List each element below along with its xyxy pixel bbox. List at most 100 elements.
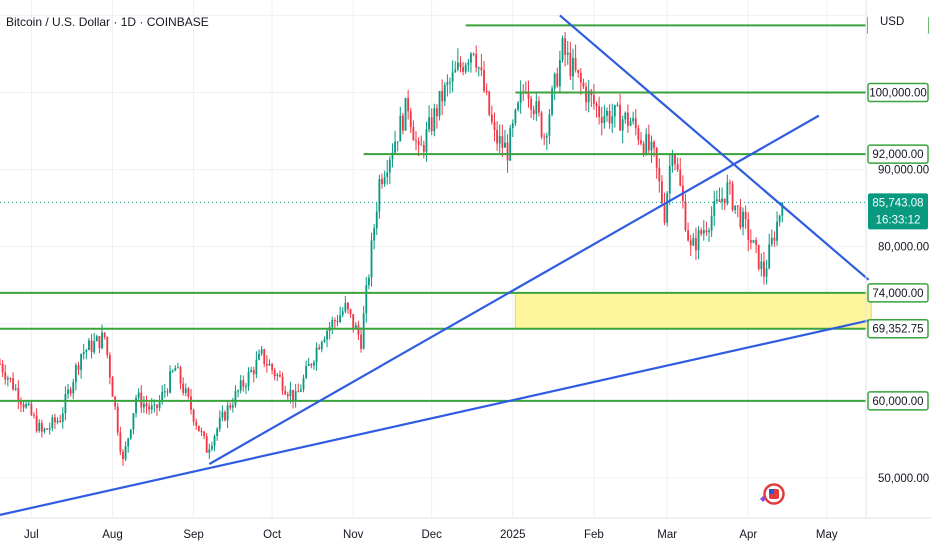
candle-2025-04-13 [778,214,781,227]
candle-2024-11-12 [381,173,383,189]
candle-2025-01-23 [569,41,572,81]
candle-2024-10-23 [328,322,331,340]
chart-title: Bitcoin / U.S. Dollar · 1D · COINBASE [6,15,209,29]
candle-2025-01-24 [572,48,574,90]
candle-2024-10-25 [333,317,336,329]
candle-2024-11-19 [399,106,402,142]
candle-2024-08-03 [116,402,119,436]
candle-2025-03-13 [697,225,700,260]
candle-2025-03-26 [731,180,734,212]
candle-2024-11-21 [404,97,407,131]
candle-2024-09-09 [213,434,216,452]
candle-2024-09-30 [268,359,271,366]
candle-layer [0,31,784,466]
candle-2025-03-17 [708,227,710,242]
x-tick-Aug: Aug [102,529,122,541]
candle-2024-12-02 [433,103,436,137]
candle-2024-10-18 [315,342,318,371]
candle-2024-11-01 [352,313,355,333]
candle-2024-09-25 [255,351,258,379]
candle-2025-02-02 [595,101,598,118]
descending-trendline[interactable] [559,14,870,281]
candle-2024-08-15 [148,402,151,416]
candle-2024-11-25 [415,131,417,151]
candle-2024-11-13 [383,170,386,187]
candle-2024-08-08 [129,429,132,440]
candle-2025-04-08 [765,259,768,285]
x-tick-Jul: Jul [24,529,39,541]
candle-2024-08-05 [122,449,124,466]
candle-2025-03-15 [702,220,705,241]
candle-2024-12-31 [509,124,512,162]
candle-2025-02-15 [629,117,632,127]
candle-2025-01-30 [587,80,590,113]
current-price-badge: 85,743.08 16:33:12 [868,193,928,230]
candle-2024-10-11 [297,383,300,393]
candle-2024-11-16 [391,143,394,168]
candle-2024-06-26 [17,380,20,410]
grid-layer [0,0,866,518]
candle-2025-03-10 [689,234,692,257]
candle-2024-09-01 [192,408,195,426]
candle-2024-09-12 [221,405,224,422]
candle-2025-02-04 [600,106,603,136]
candle-2024-10-28 [341,307,344,318]
candle-2024-07-19 [77,361,80,376]
candle-2024-07-31 [108,352,111,385]
candle-2024-07-08 [48,422,51,435]
candle-2025-04-06 [760,253,763,277]
candle-2024-09-23 [250,366,253,373]
candle-2024-12-15 [467,58,470,72]
candle-2024-07-05 [40,419,43,438]
candle-2024-08-26 [176,362,179,369]
candle-2025-03-12 [695,227,697,260]
candle-2024-06-23 [9,377,12,383]
candle-2024-08-06 [124,441,127,462]
candle-2025-04-12 [776,211,778,246]
candle-2024-07-14 [64,386,67,421]
price-axis[interactable]: 108,714.26100,000.0092,000.0074,000.0069… [867,15,929,485]
candle-2024-11-27 [420,135,423,146]
rising-trendline-upper[interactable] [208,114,820,465]
candle-2024-11-07 [367,274,370,290]
candle-2024-12-13 [462,61,465,76]
candle-2024-07-25 [93,332,96,355]
candle-2024-10-03 [276,372,279,382]
rising-trendline-lower[interactable] [0,318,872,516]
candle-2024-08-11 [137,388,140,402]
time-axis[interactable]: Jul Aug Sep Oct Nov Dec 2025 Feb Mar Apr May [24,529,838,541]
candle-2024-11-05 [362,305,365,350]
candle-2025-04-07 [763,251,765,285]
candle-2024-12-14 [464,62,467,74]
candle-2024-08-18 [156,404,158,416]
candle-2024-07-01 [30,400,33,417]
demand-zone[interactable] [514,292,872,330]
candle-2024-06-20 [1,360,4,377]
candle-2025-01-18 [556,67,559,88]
candle-2024-08-24 [171,369,174,373]
y-tick-50000: 50,000.00 [878,473,929,485]
x-tick-2025: 2025 [500,529,526,541]
candle-2024-08-22 [166,388,169,397]
candle-2024-09-26 [258,349,260,361]
x-tick-Feb: Feb [584,529,604,541]
candle-2024-09-04 [200,427,203,436]
svg-text:100,000.00: 100,000.00 [869,88,927,100]
candle-2025-01-28 [582,78,585,89]
candle-2024-07-16 [69,386,72,397]
candle-2024-10-04 [279,370,281,378]
flag-icon[interactable] [760,483,785,505]
candle-2025-04-05 [757,244,760,271]
candle-2024-12-04 [438,90,441,121]
candle-2025-03-05 [676,157,679,173]
candle-2024-07-09 [51,414,54,432]
candle-2024-09-29 [265,355,268,373]
candle-2025-03-14 [700,227,703,237]
candle-2025-01-27 [579,68,582,95]
candle-2024-11-29 [425,121,428,162]
candle-2024-07-13 [61,407,64,429]
currency-button[interactable]: USD [868,6,928,36]
candle-2024-07-29 [103,332,106,340]
